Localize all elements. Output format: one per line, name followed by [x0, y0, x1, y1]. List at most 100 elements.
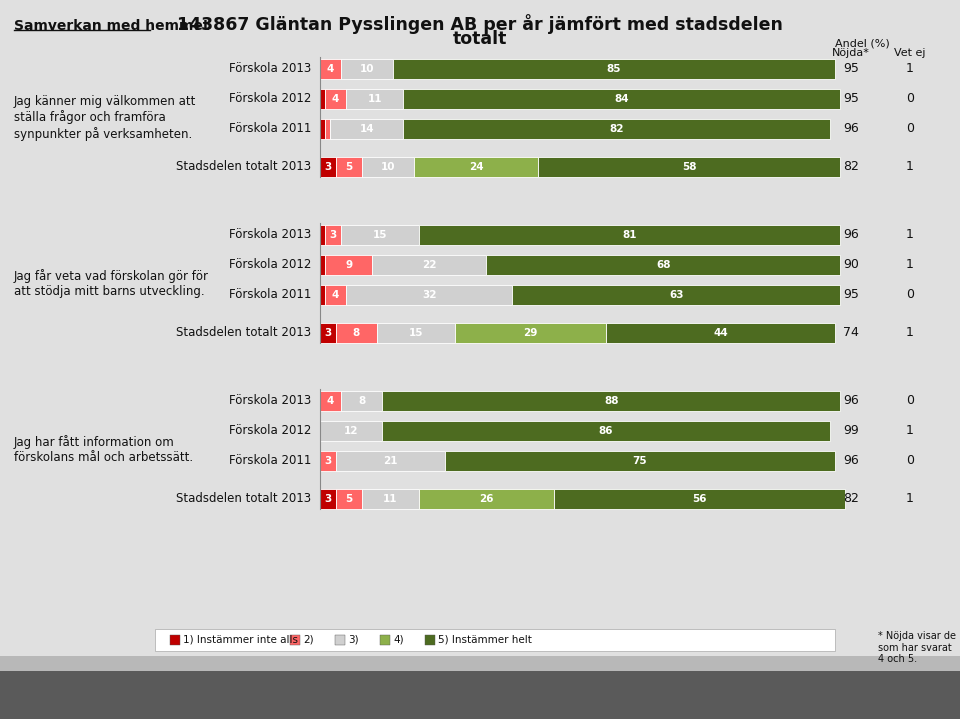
Bar	[320, 285, 325, 305]
Text: 15: 15	[409, 328, 423, 338]
Bar	[382, 421, 829, 441]
Text: 84: 84	[614, 94, 629, 104]
Bar	[419, 225, 840, 245]
Text: 86: 86	[599, 426, 613, 436]
Text: Samverkan med hemmet: Samverkan med hemmet	[14, 19, 209, 33]
Text: Förskola 2012: Förskola 2012	[228, 259, 311, 272]
Bar	[341, 391, 382, 411]
Text: 3): 3)	[348, 635, 359, 645]
Text: 4: 4	[332, 290, 339, 300]
Text: Jag får veta vad förskolan gör för
att stödja mitt barns utveckling.: Jag får veta vad förskolan gör för att s…	[14, 270, 209, 298]
Bar	[487, 255, 840, 275]
Bar	[414, 157, 539, 177]
Bar	[554, 489, 845, 509]
Text: 1: 1	[906, 160, 914, 173]
Text: 75: 75	[633, 456, 647, 466]
Bar	[320, 489, 336, 509]
Text: 3: 3	[324, 456, 331, 466]
Bar	[425, 635, 435, 645]
Text: 8: 8	[358, 396, 365, 406]
Text: 44: 44	[713, 328, 728, 338]
Bar	[0, 656, 960, 719]
Text: 24: 24	[468, 162, 483, 172]
Bar	[325, 285, 346, 305]
Bar	[403, 89, 840, 109]
Text: 15: 15	[372, 230, 387, 240]
Text: 4: 4	[326, 64, 334, 74]
Text: 82: 82	[843, 160, 859, 173]
Bar	[320, 89, 325, 109]
Text: 12: 12	[344, 426, 358, 436]
Text: 5) Instämmer helt: 5) Instämmer helt	[438, 635, 532, 645]
Text: 32: 32	[422, 290, 437, 300]
Text: Jag har fått information om
förskolans mål och arbetssätt.: Jag har fått information om förskolans m…	[14, 436, 193, 464]
Text: 96: 96	[843, 454, 859, 467]
Text: 11: 11	[383, 494, 397, 504]
Text: 95: 95	[843, 93, 859, 106]
Bar	[372, 255, 487, 275]
Bar	[444, 451, 835, 471]
Text: 1: 1	[906, 229, 914, 242]
Bar	[320, 255, 325, 275]
Bar	[403, 119, 829, 139]
Text: Nöjda*: Nöjda*	[832, 48, 870, 58]
Text: Förskola 2012: Förskola 2012	[228, 424, 311, 437]
Text: 3: 3	[324, 494, 331, 504]
Text: 0: 0	[906, 122, 914, 135]
Text: Stadsdelen totalt 2013: Stadsdelen totalt 2013	[176, 160, 311, 173]
Text: * Nöjda visar de
som har svarat
4 och 5.: * Nöjda visar de som har svarat 4 och 5.	[878, 631, 956, 664]
Text: 68: 68	[656, 260, 670, 270]
Bar	[346, 89, 403, 109]
Bar	[606, 323, 835, 343]
Text: 10: 10	[360, 64, 374, 74]
Text: 82: 82	[843, 493, 859, 505]
Text: 82: 82	[610, 124, 624, 134]
Bar	[362, 157, 414, 177]
Bar	[419, 489, 554, 509]
Text: 2): 2)	[303, 635, 314, 645]
Bar	[155, 629, 835, 651]
Bar	[539, 157, 840, 177]
Bar	[325, 119, 330, 139]
Text: 10: 10	[380, 162, 395, 172]
Bar	[336, 323, 377, 343]
Bar	[320, 157, 336, 177]
Text: Förskola 2011: Förskola 2011	[228, 288, 311, 301]
Bar	[393, 59, 835, 79]
Bar	[320, 451, 336, 471]
Text: Förskola 2013: Förskola 2013	[228, 229, 311, 242]
Text: 3: 3	[329, 230, 337, 240]
Text: 9: 9	[345, 260, 352, 270]
Text: 4: 4	[332, 94, 339, 104]
Text: 5: 5	[345, 162, 352, 172]
Text: 63: 63	[669, 290, 684, 300]
Bar	[290, 635, 300, 645]
Bar	[320, 323, 336, 343]
Bar	[336, 451, 444, 471]
Bar	[325, 225, 341, 245]
Text: 90: 90	[843, 259, 859, 272]
Text: 1: 1	[906, 493, 914, 505]
Text: 4): 4)	[393, 635, 403, 645]
Bar	[341, 59, 393, 79]
Text: 1: 1	[906, 326, 914, 339]
Text: 0: 0	[906, 454, 914, 467]
Text: 4: 4	[326, 396, 334, 406]
Text: 26: 26	[479, 494, 493, 504]
Bar	[320, 225, 325, 245]
Text: Vet ej: Vet ej	[895, 48, 925, 58]
Bar	[341, 225, 419, 245]
Text: totalt: totalt	[453, 30, 507, 48]
Bar	[455, 323, 606, 343]
Bar	[336, 489, 362, 509]
Text: 0: 0	[906, 93, 914, 106]
Text: 5: 5	[345, 494, 352, 504]
Bar	[320, 119, 325, 139]
Text: Förskola 2012: Förskola 2012	[228, 93, 311, 106]
Bar	[335, 635, 345, 645]
Text: 22: 22	[422, 260, 437, 270]
Text: 81: 81	[622, 230, 636, 240]
Text: 96: 96	[843, 229, 859, 242]
Text: 21: 21	[383, 456, 397, 466]
Bar	[320, 59, 341, 79]
